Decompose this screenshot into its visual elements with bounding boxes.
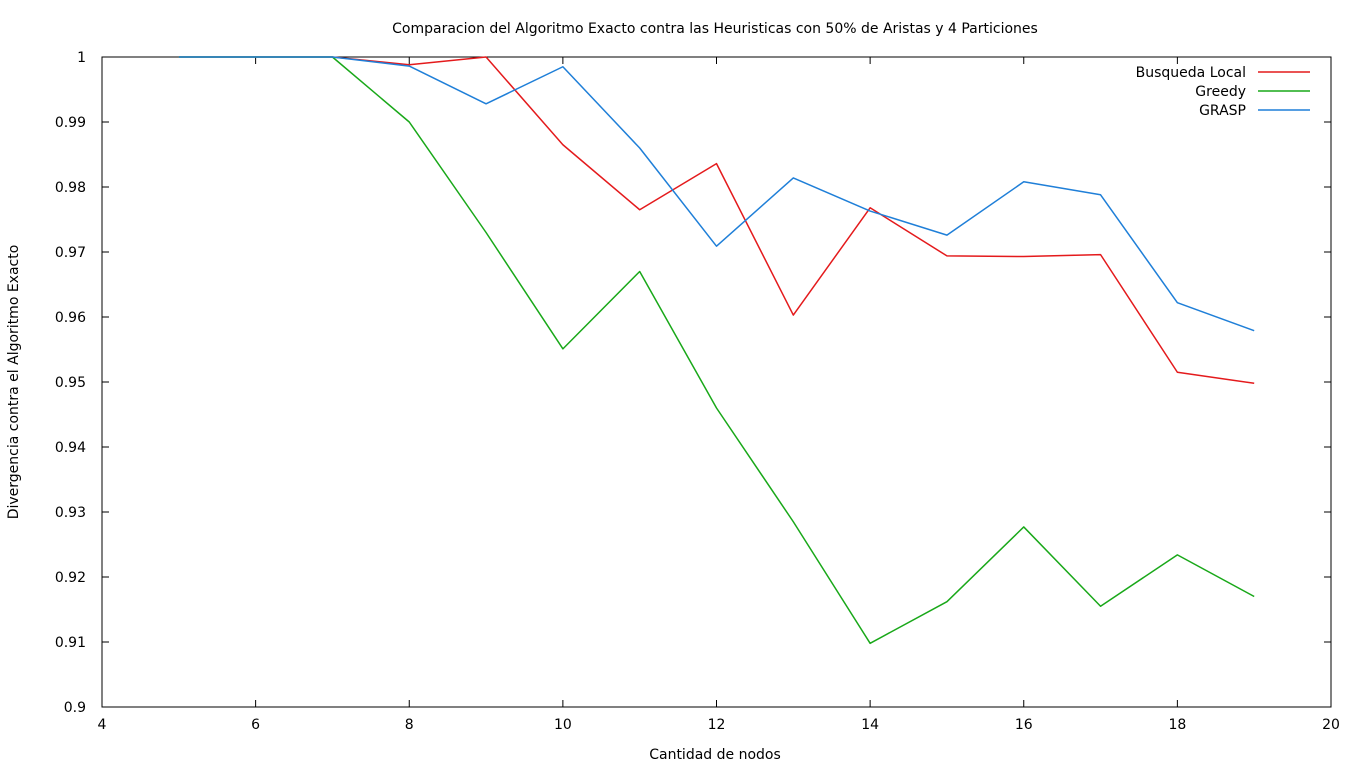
legend-label-greedy: Greedy <box>1195 84 1246 100</box>
y-tick-label: 0.92 <box>55 570 86 586</box>
y-tick-label: 0.96 <box>55 310 86 326</box>
series-line-grasp <box>178 56 1255 332</box>
plot-area-frame <box>101 56 1332 708</box>
legend: Busqueda Local Greedy GRASP <box>1136 65 1310 119</box>
y-tick-label: 0.95 <box>55 375 86 391</box>
x-axis-tick-labels: 4 6 8 10 12 14 16 18 20 <box>98 717 1340 733</box>
x-tick-label: 18 <box>1168 717 1186 733</box>
x-tick-label: 4 <box>98 717 107 733</box>
y-tick-label: 0.93 <box>55 505 86 521</box>
y-tick-label: 0.94 <box>55 440 86 456</box>
y-tick-label: 0.99 <box>55 115 86 131</box>
x-axis-label: Cantidad de nodos <box>649 747 781 763</box>
x-tick-label: 8 <box>405 717 414 733</box>
axis-ticks <box>101 56 1332 708</box>
x-tick-label: 14 <box>861 717 879 733</box>
chart-title: Comparacion del Algoritmo Exacto contra … <box>392 21 1038 37</box>
y-tick-label: 0.91 <box>55 635 86 651</box>
series-line-greedy <box>178 56 1255 645</box>
y-axis-tick-labels: 0.9 0.91 0.92 0.93 0.94 0.95 0.96 0.97 0.98 0.99 1 <box>55 50 86 716</box>
y-axis-label: Divergencia contra el Algoritmo Exacto <box>6 245 22 520</box>
x-tick-label: 6 <box>251 717 260 733</box>
x-tick-label: 16 <box>1015 717 1033 733</box>
data-series <box>178 56 1255 645</box>
x-tick-label: 20 <box>1322 717 1340 733</box>
x-tick-label: 10 <box>554 717 572 733</box>
y-tick-label: 0.9 <box>64 700 86 716</box>
legend-label-grasp: GRASP <box>1199 103 1246 119</box>
series-line-busqueda-local <box>178 56 1255 385</box>
y-tick-label: 1 <box>77 50 86 66</box>
y-tick-label: 0.97 <box>55 245 86 261</box>
x-tick-label: 12 <box>708 717 726 733</box>
legend-label-busqueda-local: Busqueda Local <box>1136 65 1246 81</box>
y-tick-label: 0.98 <box>55 180 86 196</box>
